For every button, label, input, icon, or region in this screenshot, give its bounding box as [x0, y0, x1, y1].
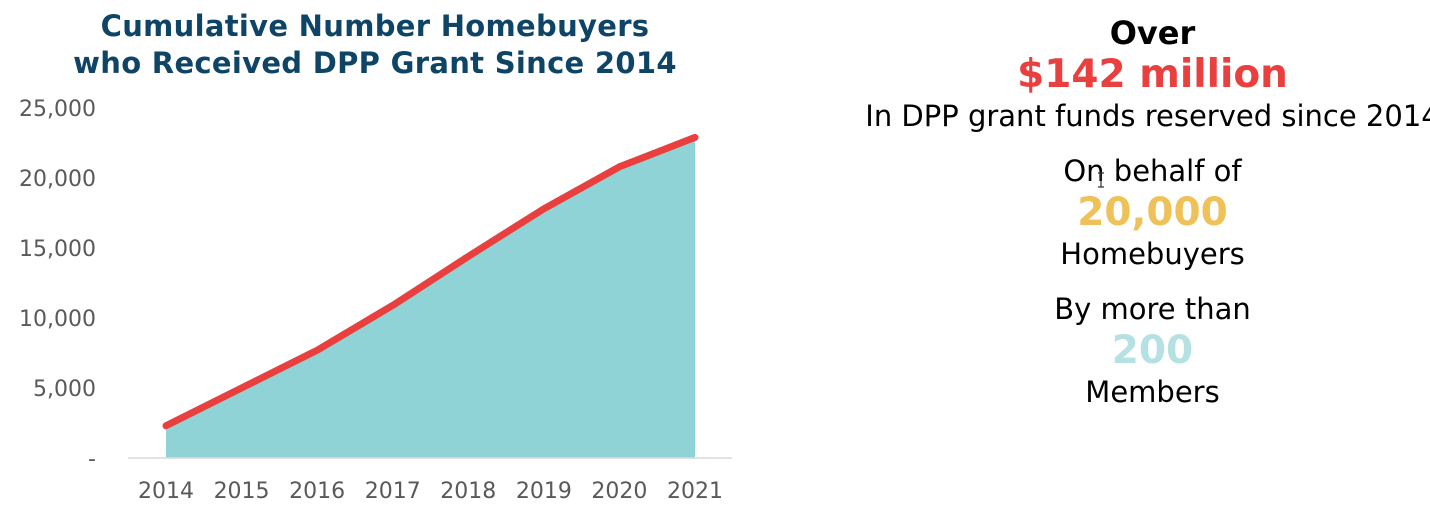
- stat-funds-text: In DPP grant funds reserved since 2014: [865, 99, 1430, 133]
- y-tick-label: 25,000: [19, 97, 96, 122]
- y-tick-label: 10,000: [19, 307, 96, 332]
- stat-members-label: Members: [1085, 375, 1220, 409]
- x-tick-label: 2018: [440, 479, 496, 504]
- stat-amount: $142 million: [1017, 52, 1288, 97]
- stat-over-text: Over: [1109, 14, 1196, 52]
- x-tick-label: 2016: [289, 479, 345, 504]
- x-tick-label: 2017: [365, 479, 421, 504]
- stat-homebuyers-count: 20,000: [1077, 190, 1228, 235]
- y-tick-label: 20,000: [19, 167, 96, 192]
- chart-title-line-2: who Received DPP Grant Since 2014: [73, 46, 677, 80]
- y-tick-label: -: [88, 447, 96, 472]
- stat-members-count: 200: [1111, 328, 1194, 373]
- chart-title: Cumulative Number Homebuyers who Receive…: [60, 8, 690, 82]
- area-fill: [166, 137, 695, 458]
- text-cursor-icon: [1098, 172, 1104, 188]
- series-line: [162, 133, 699, 430]
- x-tick-label: 2020: [591, 479, 647, 504]
- x-tick-label: 2014: [138, 479, 194, 504]
- y-tick-label: 5,000: [33, 377, 96, 402]
- y-tick-label: 15,000: [19, 237, 96, 262]
- stat-homebuyers-label: Homebuyers: [1060, 237, 1245, 271]
- y-axis-ticks: - 5,000 10,000 15,000 20,000 25,000: [19, 97, 96, 472]
- stats-panel: Over $142 million In DPP grant funds res…: [820, 14, 1430, 411]
- chart-title-line-1: Cumulative Number Homebuyers: [100, 9, 650, 43]
- x-axis-ticks: 2014 2015 2016 2017 2018 2019 2020 2021: [138, 479, 723, 504]
- x-tick-label: 2021: [667, 479, 723, 504]
- x-tick-label: 2019: [516, 479, 572, 504]
- x-tick-label: 2015: [214, 479, 270, 504]
- stat-members-prefix: By more than: [1054, 292, 1251, 326]
- stat-behalf-text: On behalf of: [1063, 154, 1242, 188]
